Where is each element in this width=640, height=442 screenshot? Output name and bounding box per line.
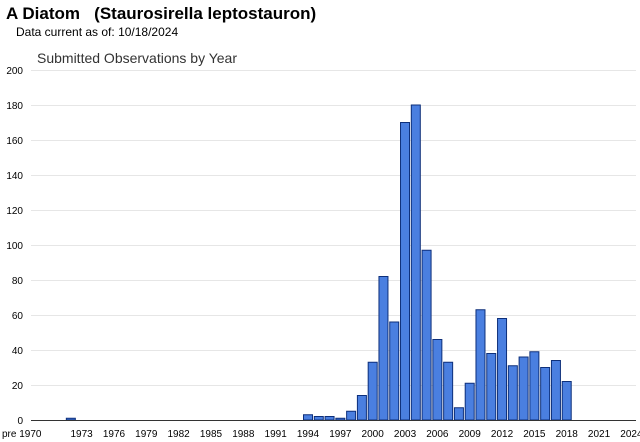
x-tick-label: pre 1970 — [2, 429, 42, 440]
bar — [561, 381, 572, 421]
y-tick-label: 0 — [17, 416, 23, 427]
species-title: A Diatom (Staurosirella leptostauron) — [6, 4, 316, 24]
bar — [540, 367, 551, 421]
bar — [421, 249, 432, 421]
y-tick-label: 120 — [6, 206, 23, 217]
bar — [335, 417, 346, 421]
x-tick-label: 1988 — [232, 429, 255, 440]
x-tick-label: 1979 — [135, 429, 158, 440]
x-tick-label: 1985 — [200, 429, 223, 440]
bar — [507, 365, 518, 421]
x-tick-label: 1982 — [168, 429, 191, 440]
x-tick-label: 1994 — [297, 429, 320, 440]
chart-title: Submitted Observations by Year — [37, 50, 238, 66]
bar — [303, 414, 313, 421]
bar — [367, 361, 378, 421]
x-tick-label: 2009 — [459, 429, 482, 440]
data-current-line: Data current as of: 10/18/2024 — [16, 25, 178, 39]
x-tick-label: 2012 — [491, 429, 514, 440]
x-tick-label: 2024 — [620, 429, 640, 440]
bar — [486, 353, 497, 421]
y-tick-label: 20 — [12, 381, 24, 392]
bar — [475, 309, 486, 421]
bar — [550, 360, 561, 421]
bar — [346, 410, 357, 421]
common-name: A Diatom — [6, 4, 80, 23]
x-tick-label: 1973 — [70, 429, 93, 440]
bar — [497, 318, 508, 421]
bar — [378, 276, 389, 421]
y-tick-label: 180 — [6, 101, 23, 112]
bar — [410, 104, 421, 421]
bar — [324, 416, 335, 421]
y-tick-label: 100 — [6, 241, 23, 252]
bar — [432, 339, 443, 421]
bar — [529, 351, 540, 421]
bar — [65, 417, 76, 421]
x-tick-label: 1976 — [103, 429, 126, 440]
x-tick-label: 1997 — [329, 429, 352, 440]
bar — [400, 122, 411, 421]
x-tick-label: 2018 — [556, 429, 579, 440]
scientific-name: (Staurosirella leptostauron) — [94, 4, 317, 23]
x-tick-label: 2000 — [362, 429, 385, 440]
bar — [464, 382, 475, 421]
y-tick-label: 80 — [12, 276, 24, 287]
x-tick-label: 2015 — [523, 429, 546, 440]
x-tick-label: 2003 — [394, 429, 417, 440]
x-tick-label: 1991 — [265, 429, 288, 440]
y-tick-label: 140 — [6, 171, 23, 182]
data-current-date: 10/18/2024 — [118, 25, 179, 39]
bar — [453, 407, 464, 421]
y-tick-label: 200 — [6, 66, 23, 77]
bar — [389, 321, 400, 421]
bar — [518, 356, 529, 421]
bar — [313, 416, 324, 421]
bar — [443, 361, 454, 421]
x-tick-label: 2021 — [588, 429, 611, 440]
data-current-label: Data current as of: — [16, 25, 115, 39]
y-tick-label: 160 — [6, 136, 23, 147]
x-tick-label: 2006 — [426, 429, 449, 440]
y-tick-label: 60 — [12, 311, 24, 322]
y-tick-label: 40 — [12, 346, 24, 357]
bar — [356, 395, 367, 421]
